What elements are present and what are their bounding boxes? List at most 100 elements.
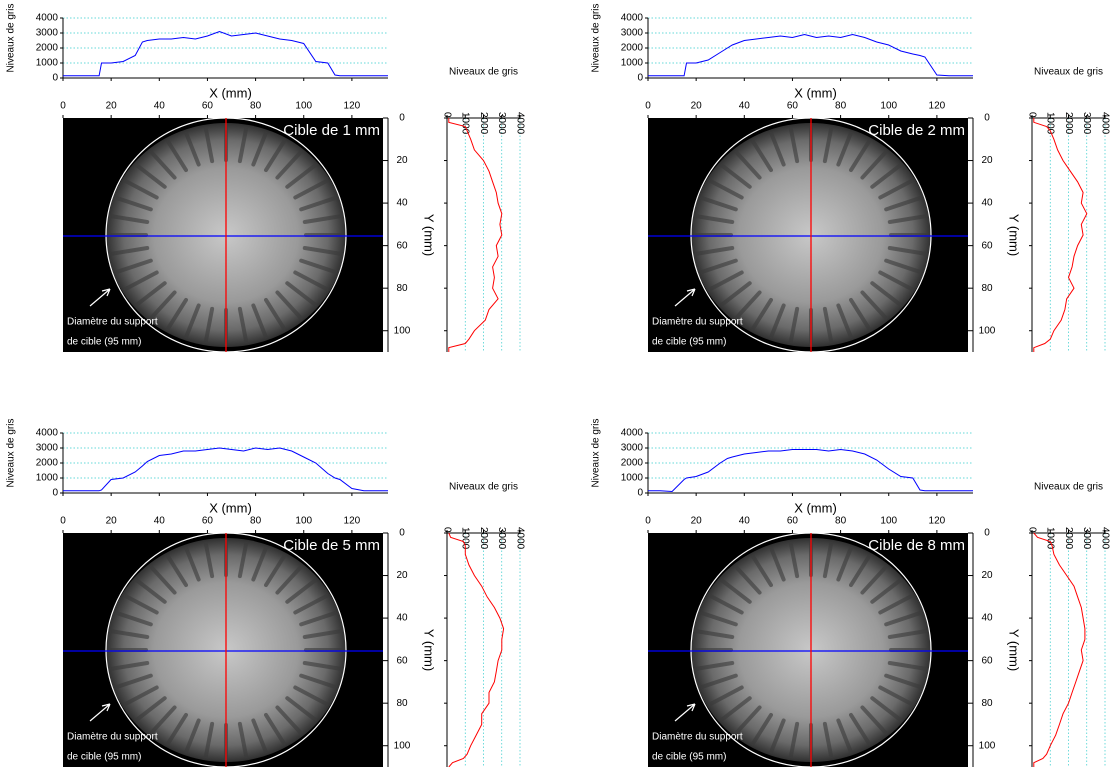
streak [699,196,738,212]
streak [694,246,735,256]
streak [708,594,744,615]
streak [860,290,888,320]
axis-line [62,18,388,79]
arrow [89,703,111,722]
panel: Cible de 5 mm Diamètre du support de cible… [6,419,525,767]
streak [123,685,159,706]
y-tick-label: 1000 [621,473,644,484]
streak [114,196,153,212]
y-tick-label: 20 [396,155,408,166]
streak [302,661,343,671]
streak [849,554,871,588]
target-label: Cible de 2 mm [868,122,965,139]
y-tick-label: 3000 [36,443,59,454]
streak [751,712,773,746]
y-tick-label: 0 [984,113,990,124]
streak [720,163,752,189]
x-tick-label: 20 [691,516,703,527]
streak [299,196,338,212]
y-tick-label: 80 [981,698,993,709]
x-tick-label: 1000 [1045,527,1056,550]
streak [694,629,735,639]
streak [285,696,317,722]
streak [884,673,923,689]
streak [275,565,303,595]
support-label: Diamètre du support [67,317,158,328]
streak [849,139,871,173]
streak [203,721,215,759]
streak [870,281,902,307]
y-tick-label: 3000 [621,28,644,39]
x-tick-label: 2000 [478,112,489,135]
streak [822,306,834,344]
streak [275,290,303,320]
x-axis-label: Niveaux de gris [1034,67,1103,78]
x-axis-label: Niveaux de gris [449,482,518,493]
y-tick-label: 100 [979,740,996,751]
x-tick-label: 40 [739,516,751,527]
y-tick-label: 0 [637,73,643,84]
streak [203,126,215,164]
y-tick-label: 80 [396,698,408,709]
streak [237,126,249,164]
streak [285,163,317,189]
y-tick-label: 20 [981,570,993,581]
target-label: Cible de 5 mm [283,537,380,554]
y-axis-label: Y (mm) [422,629,437,671]
arrow [89,288,111,307]
streak [135,578,167,604]
profile-line [63,30,388,77]
axis-line [1031,117,1105,352]
y-tick-label: 40 [981,198,993,209]
y-axis-label: Niveaux de gris [591,4,602,73]
streak [860,705,888,735]
target-label: Cible de 8 mm [868,537,965,554]
x-tick-label: 1000 [460,527,471,550]
x-tick-label: 20 [106,516,118,527]
y-tick-label: 40 [396,198,408,209]
profile-line [448,532,505,767]
streak [184,546,201,582]
x-tick-label: 0 [645,101,651,112]
streak [878,270,914,291]
panel: Cible de 8 mm Diamètre du support de cible… [591,419,1110,767]
x-tick-label: 2000 [478,527,489,550]
x-tick-label: 3000 [496,112,507,135]
streak [822,721,834,759]
streak [123,179,159,200]
y-axis-label: Niveaux de gris [6,419,17,488]
streak [887,214,928,224]
y-tick-label: 2000 [36,43,59,54]
streak [299,673,338,689]
panel: Cible de 1 mm Diamètre du support de cible… [6,4,525,353]
streak [166,139,188,173]
streak [275,150,303,180]
streak [184,303,201,339]
streak [884,196,923,212]
streak [302,246,343,256]
x-tick-label: 4000 [514,527,525,550]
x-tick-label: 100 [295,101,312,112]
y-tick-label: 0 [399,113,405,124]
y-tick-label: 4000 [621,428,644,439]
x-tick-label: 3000 [496,527,507,550]
streak [293,594,329,615]
y-tick-label: 60 [981,240,993,251]
streak [251,718,268,754]
streak [870,696,902,722]
x-tick-label: 20 [691,101,703,112]
streak [887,661,928,671]
y-tick-label: 4000 [36,428,59,439]
streak [751,297,773,331]
streak [166,554,188,588]
y-tick-label: 2000 [36,458,59,469]
x-axis-label: Niveaux de gris [1034,482,1103,493]
streak [708,179,744,200]
axis-line [647,18,973,79]
x-tick-label: 60 [787,516,799,527]
streak [708,270,744,291]
streak [237,721,249,759]
x-tick-label: 3000 [1081,527,1092,550]
streak [769,718,786,754]
streak [123,270,159,291]
